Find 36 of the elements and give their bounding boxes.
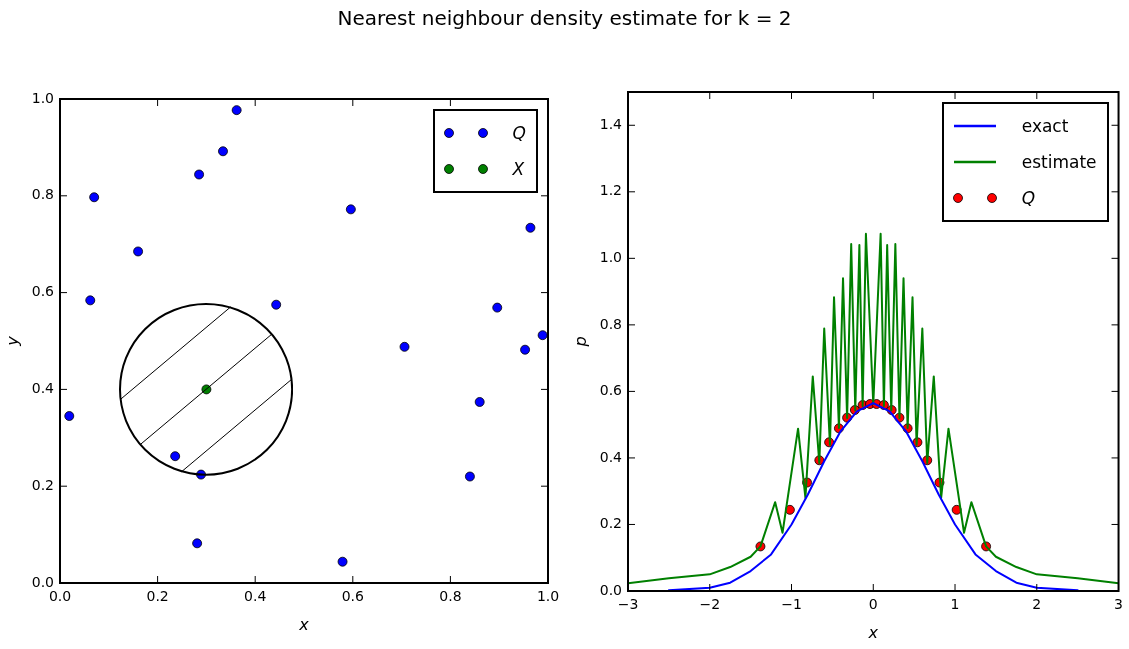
y-tick-label: 0.6 bbox=[31, 283, 55, 300]
x-tick-label: −3 bbox=[617, 596, 639, 613]
y-axis-title: y bbox=[2, 335, 22, 347]
x-tick-label: 0.4 bbox=[244, 588, 267, 605]
x-tick-label: 1 bbox=[950, 596, 960, 613]
legend-label: Q bbox=[512, 123, 526, 143]
y-tick-label: 0.4 bbox=[599, 448, 623, 465]
y-tick-label: 1.0 bbox=[599, 248, 622, 265]
legend-label: exact bbox=[1021, 116, 1069, 136]
legend-label: X bbox=[512, 159, 525, 179]
y-tick-label: 1.4 bbox=[599, 115, 623, 132]
chart-title: Nearest neighbour density estimate for k = 2 bbox=[336, 6, 793, 30]
x-tick-label: 0.2 bbox=[146, 588, 169, 605]
x-tick-label: 2 bbox=[1032, 596, 1042, 613]
y-tick-label: 0.4 bbox=[31, 380, 55, 397]
y-tick-label: 0.2 bbox=[599, 515, 622, 532]
x-tick-label: 0.0 bbox=[48, 588, 72, 605]
y-tick-label: 0.8 bbox=[31, 186, 54, 203]
x-tick-label: 0 bbox=[868, 596, 878, 613]
legend-label: Q bbox=[1021, 188, 1036, 208]
x-tick-label: −1 bbox=[781, 596, 802, 613]
y-tick-label: 0.6 bbox=[599, 382, 623, 399]
x-tick-label: −2 bbox=[699, 596, 721, 613]
legend-label: estimate bbox=[1021, 152, 1097, 172]
x-axis-title: x bbox=[298, 614, 310, 634]
x-tick-label: 3 bbox=[1114, 596, 1124, 613]
y-tick-label: 0.2 bbox=[31, 476, 54, 493]
y-tick-label: 0.0 bbox=[31, 573, 54, 590]
y-tick-label: 1.2 bbox=[599, 182, 622, 199]
x-axis-title: x bbox=[867, 622, 879, 642]
y-tick-label: 0.8 bbox=[599, 315, 622, 332]
x-tick-label: 0.8 bbox=[439, 588, 462, 605]
x-tick-label: 0.6 bbox=[341, 588, 365, 605]
x-tick-label: 1.0 bbox=[536, 588, 560, 605]
y-axis-title: p bbox=[570, 336, 590, 348]
y-tick-label: 1.0 bbox=[31, 89, 54, 106]
